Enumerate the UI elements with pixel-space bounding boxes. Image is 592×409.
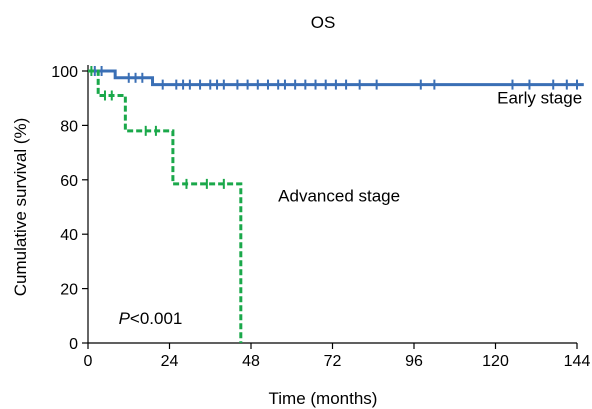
p-value-label: P<0.001: [119, 309, 183, 328]
plot-area: 0 24 48 72 96 120 144 0 20 40 60 80 100 Early stage A…: [51, 64, 590, 370]
series-layer: [88, 66, 584, 343]
x-tick-label: 96: [405, 353, 423, 370]
annotations: Early stage Advanced stage P<0.001: [119, 89, 583, 328]
y-tick-label: 40: [60, 227, 78, 244]
x-axis-title: Time (months): [269, 389, 378, 408]
axis-ticks: 0 24 48 72 96 120 144 0 20 40 60 80 100: [51, 64, 590, 370]
x-tick-label: 144: [564, 353, 591, 370]
p-symbol: P: [119, 309, 131, 328]
x-tick-label: 120: [482, 353, 509, 370]
advanced-stage-label: Advanced stage: [278, 187, 400, 206]
y-axis-title: Cumulative survival (%): [11, 118, 30, 297]
early-stage-label: Early stage: [497, 89, 582, 108]
x-tick-label: 72: [324, 353, 342, 370]
series-line-advanced-stage: [88, 69, 243, 343]
y-tick-label: 60: [60, 173, 78, 190]
x-tick-label: 24: [161, 353, 179, 370]
chart-title: OS: [311, 13, 336, 32]
p-value: <0.001: [130, 309, 182, 328]
x-tick-label: 48: [242, 353, 260, 370]
y-tick-label: 100: [51, 64, 78, 81]
x-tick-label: 0: [84, 353, 93, 370]
y-tick-label: 80: [60, 118, 78, 135]
y-tick-label: 20: [60, 282, 78, 299]
y-tick-label: 0: [69, 336, 78, 353]
